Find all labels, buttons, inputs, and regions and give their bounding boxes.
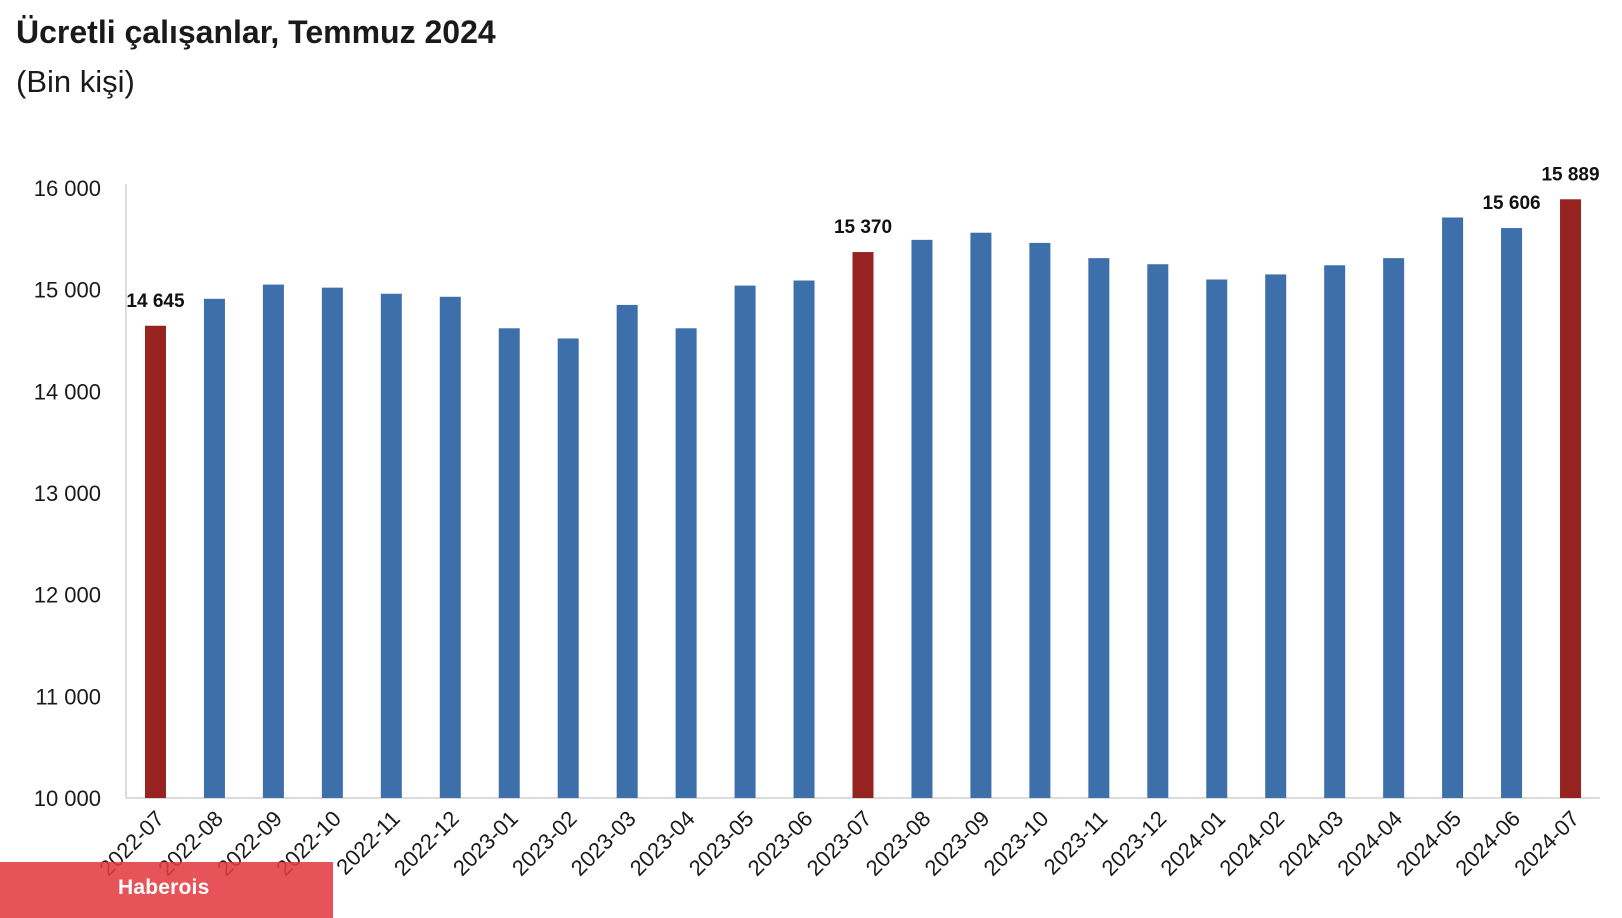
y-tick-label: 12 000 bbox=[34, 583, 101, 608]
bar bbox=[1383, 258, 1405, 798]
bar bbox=[734, 285, 756, 799]
x-tick-label: 2023-10 bbox=[979, 806, 1054, 881]
data-label: 14 645 bbox=[126, 291, 185, 312]
y-tick-label: 11 000 bbox=[35, 684, 101, 709]
x-tick-label: 2022-12 bbox=[389, 806, 464, 881]
x-tick-label: 2024-03 bbox=[1273, 806, 1348, 881]
x-tick-label: 2023-12 bbox=[1097, 806, 1172, 881]
bar bbox=[970, 232, 992, 798]
x-tick-label: 2024-06 bbox=[1450, 806, 1525, 881]
bar bbox=[1324, 265, 1346, 798]
y-tick-label: 10 000 bbox=[34, 786, 101, 811]
bar bbox=[262, 284, 284, 798]
x-tick-label: 2023-07 bbox=[802, 806, 877, 881]
bar bbox=[1560, 199, 1582, 798]
x-tick-label: 2023-01 bbox=[448, 806, 523, 881]
bar bbox=[675, 328, 697, 798]
bar bbox=[852, 252, 874, 799]
y-tick-label: 15 000 bbox=[34, 278, 101, 303]
x-tick-label: 2024-05 bbox=[1391, 806, 1466, 881]
bar bbox=[911, 239, 933, 799]
bar bbox=[498, 328, 520, 798]
bar bbox=[144, 325, 166, 798]
x-tick-label: 2024-04 bbox=[1332, 806, 1407, 881]
x-tick-label: 2023-05 bbox=[684, 806, 759, 881]
bar bbox=[1088, 258, 1110, 798]
bar bbox=[616, 304, 638, 798]
bar bbox=[203, 298, 225, 798]
x-tick-label: 2023-04 bbox=[625, 806, 700, 881]
x-tick-label: 2024-07 bbox=[1509, 806, 1584, 881]
bar bbox=[557, 338, 579, 798]
y-tick-label: 13 000 bbox=[34, 481, 101, 506]
bar bbox=[1501, 228, 1523, 799]
x-tick-label: 2024-01 bbox=[1156, 806, 1231, 881]
watermark-banner: Haberois bbox=[0, 862, 333, 918]
x-tick-label: 2024-02 bbox=[1214, 806, 1289, 881]
bar bbox=[1442, 217, 1464, 798]
y-tick-label: 14 000 bbox=[34, 379, 101, 404]
chart-subtitle: (Bin kişi) bbox=[16, 64, 135, 99]
bar bbox=[439, 296, 461, 798]
data-label: 15 889 bbox=[1541, 164, 1599, 185]
data-label: 15 606 bbox=[1482, 193, 1540, 214]
bar bbox=[1029, 242, 1051, 798]
bar bbox=[1206, 279, 1228, 798]
bar bbox=[321, 287, 343, 798]
watermark-text: Haberois bbox=[118, 876, 210, 899]
x-tick-label: 2023-08 bbox=[861, 806, 936, 881]
x-tick-label: 2023-02 bbox=[507, 806, 582, 881]
bar bbox=[1265, 274, 1287, 799]
data-label: 15 370 bbox=[834, 217, 892, 238]
bar bbox=[793, 280, 815, 798]
bar bbox=[380, 293, 402, 798]
y-tick-label: 16 000 bbox=[34, 176, 101, 201]
x-tick-label: 2023-03 bbox=[566, 806, 641, 881]
bar bbox=[1147, 264, 1169, 798]
chart-title: Ücretli çalışanlar, Temmuz 2024 bbox=[16, 14, 496, 50]
x-tick-label: 2023-06 bbox=[743, 806, 818, 881]
x-tick-label: 2023-09 bbox=[920, 806, 995, 881]
